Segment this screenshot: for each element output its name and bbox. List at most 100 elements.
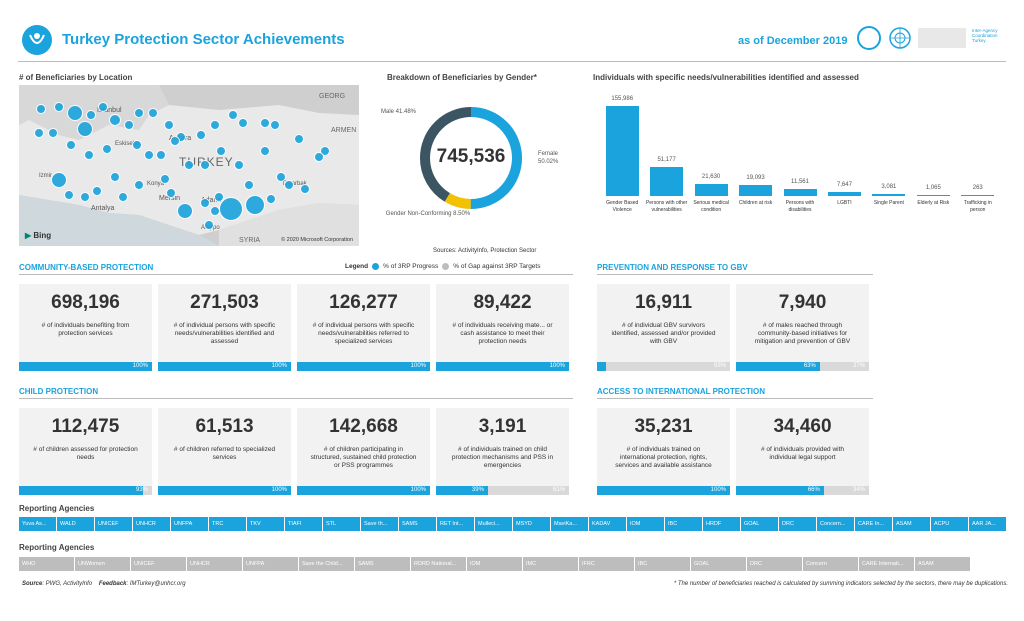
map-bubble[interactable] [77,121,93,137]
chart-bar[interactable] [605,106,639,196]
map-bubble[interactable] [244,180,254,190]
map-bubble[interactable] [177,203,193,219]
map-bubble[interactable] [92,186,102,196]
agency-chip[interactable]: IBC [635,557,691,571]
map-bubble[interactable] [284,180,294,190]
agency-chip[interactable]: CARE In... [855,517,893,531]
map-bubble[interactable] [314,152,324,162]
map-bubble[interactable] [148,108,158,118]
map-bubble[interactable] [118,192,128,202]
agency-chip[interactable]: Yuva As... [19,517,57,531]
agency-chip[interactable]: IBC [665,517,703,531]
chart-bar[interactable] [872,194,906,196]
map-bubble[interactable] [156,150,166,160]
agency-chip[interactable]: ASAM [915,557,971,571]
agency-chip[interactable]: UNWomen [75,557,131,571]
agency-chip[interactable]: DRC [779,517,817,531]
map-bubble[interactable] [170,136,180,146]
chart-bar[interactable] [916,194,950,196]
map-bubble[interactable] [228,110,238,120]
map-bubble[interactable] [80,192,90,202]
chart-bar[interactable] [961,194,995,196]
map-bubble[interactable] [84,150,94,160]
agency-chip[interactable]: WHO [19,557,75,571]
agency-chip[interactable]: MaviKa... [551,517,589,531]
agency-chip[interactable]: Mulleci... [475,517,513,531]
map-bubble[interactable] [294,134,304,144]
agency-chip[interactable]: UNHCR [187,557,243,571]
map-bubble[interactable] [166,188,176,198]
map-bubble[interactable] [214,192,224,202]
map-bubble[interactable] [160,174,170,184]
agency-chip[interactable]: GOAL [691,557,747,571]
chart-bar[interactable] [827,191,861,196]
agency-chip[interactable]: UNHCR [133,517,171,531]
agency-chip[interactable]: IFRC [579,557,635,571]
map-bubble[interactable] [36,104,46,114]
agency-chip[interactable]: TKV [247,517,285,531]
map-bubble[interactable] [66,140,76,150]
agency-chip[interactable]: TRC [209,517,247,531]
agency-chip[interactable]: RET Int... [437,517,475,531]
agency-chip[interactable]: WALD [57,517,95,531]
agency-chip[interactable]: AAR JA... [969,517,1007,531]
gender-donut[interactable] [417,104,525,212]
beneficiaries-map[interactable]: Istanbul Ankara TURKEY Antalya Mersin Ad… [19,85,359,246]
map-bubble[interactable] [196,130,206,140]
map-bubble[interactable] [300,184,310,194]
map-bubble[interactable] [51,172,67,188]
map-bubble[interactable] [67,105,83,121]
map-bubble[interactable] [200,198,210,208]
map-bubble[interactable] [200,160,210,170]
agency-chip[interactable]: KADAV [589,517,627,531]
map-bubble[interactable] [86,110,96,120]
map-bubble[interactable] [219,197,243,221]
agency-chip[interactable]: ACPU [931,517,969,531]
agency-chip[interactable]: Save the Child... [299,557,355,571]
chart-bar[interactable] [739,185,773,196]
map-bubble[interactable] [134,180,144,190]
map-bubble[interactable] [109,114,121,126]
chart-bar[interactable] [650,166,684,196]
map-bubble[interactable] [210,120,220,130]
agency-chip[interactable]: HRDF [703,517,741,531]
agency-chip[interactable]: GOAL [741,517,779,531]
map-bubble[interactable] [54,102,64,112]
agency-chip[interactable]: CARE Internati... [859,557,915,571]
agency-chip[interactable]: IOM [627,517,665,531]
map-bubble[interactable] [144,150,154,160]
map-bubble[interactable] [204,220,214,230]
map-bubble[interactable] [110,172,120,182]
map-bubble[interactable] [234,160,244,170]
agency-chip[interactable]: ASAM [893,517,931,531]
agency-chip[interactable]: UNICEF [131,557,187,571]
agency-chip[interactable]: STL [323,517,361,531]
chart-bar[interactable] [694,183,728,196]
feedback-link[interactable]: : IMTurkey@unhcr.org [126,581,186,587]
agency-chip[interactable]: Concern [803,557,859,571]
map-bubble[interactable] [64,190,74,200]
map-bubble[interactable] [98,102,108,112]
agency-chip[interactable]: Save th... [361,517,399,531]
map-bubble[interactable] [34,128,44,138]
map-bubble[interactable] [320,146,330,156]
map-bubble[interactable] [48,128,58,138]
chart-bar[interactable] [783,189,817,196]
agency-chip[interactable]: SAMS [355,557,411,571]
agency-chip[interactable]: SAMS [399,517,437,531]
agency-chip[interactable]: DRC [747,557,803,571]
agency-chip[interactable]: UNFPA [171,517,209,531]
map-bubble[interactable] [184,160,194,170]
agency-chip[interactable]: UNFPA [243,557,299,571]
map-bubble[interactable] [216,146,226,156]
agency-chip[interactable]: IMC [523,557,579,571]
agency-chip[interactable]: RDRD National... [411,557,467,571]
map-bubble[interactable] [276,172,286,182]
map-bubble[interactable] [245,195,265,215]
map-bubble[interactable] [266,194,276,204]
map-bubble[interactable] [238,118,248,128]
agency-chip[interactable]: TIAFI [285,517,323,531]
map-bubble[interactable] [134,108,144,118]
map-bubble[interactable] [102,144,112,154]
map-bubble[interactable] [124,120,134,130]
